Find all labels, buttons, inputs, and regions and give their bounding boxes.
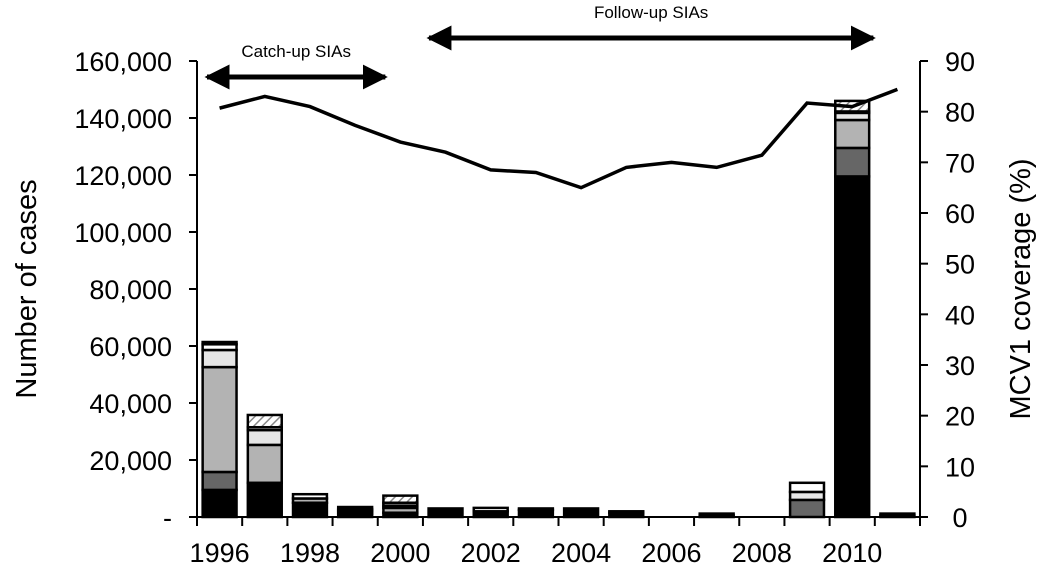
y-right-tick-label: 70 [945, 148, 975, 178]
y-right-tick-label: 80 [945, 98, 975, 128]
bar-segment [698, 512, 735, 517]
axes: 1996 1998 2000 2002 2004 2006 2008 2010-20,0004… [74, 47, 975, 568]
bar-segment [834, 146, 871, 178]
y-right-tick-label: 90 [945, 47, 975, 77]
x-tick-label: 2004 [551, 538, 611, 568]
y-right-tick-label: 40 [945, 300, 975, 330]
y-tick-label: 80,000 [89, 275, 172, 305]
bar-segment [382, 494, 419, 504]
annotation-label: Catch-up SIAs [241, 42, 351, 61]
y-tick-label: 60,000 [89, 332, 172, 362]
y-axis-right-label: MCV1 coverage (%) [1005, 158, 1037, 419]
mcv1-coverage-line [219, 87, 899, 190]
bar-segment [246, 428, 283, 447]
bar-segment [246, 413, 283, 429]
bars [201, 99, 916, 519]
y-right-tick-label: 30 [945, 351, 975, 381]
bar-segment [246, 443, 283, 485]
bar-segment [201, 470, 238, 492]
x-tick-label: 1998 [280, 538, 340, 568]
bar-segment [834, 175, 871, 519]
bar-segment [201, 488, 238, 519]
bar-segment [834, 118, 871, 150]
bar-segment [291, 492, 329, 500]
bar-segment [788, 481, 826, 494]
bar-segment [879, 512, 916, 517]
bar-segment [291, 501, 329, 519]
y-right-tick-label: 20 [945, 402, 975, 432]
y-tick-label: 160,000 [74, 47, 172, 77]
x-tick-label: 1996 [190, 538, 250, 568]
y-tick-label: 40,000 [89, 389, 172, 419]
y-tick-label: 120,000 [74, 161, 172, 191]
y-tick-label: - [163, 503, 172, 533]
x-tick-label: 2000 [370, 538, 430, 568]
bar-segment [336, 505, 374, 511]
bar-segment [427, 507, 464, 519]
y-axis-label: Number of cases [11, 179, 43, 398]
x-tick-label: 2006 [641, 538, 701, 568]
y-tick-label: 140,000 [74, 104, 172, 134]
bar-segment [201, 365, 238, 474]
y-right-tick-label: 10 [945, 452, 975, 482]
x-tick-label: 2008 [732, 538, 792, 568]
annotation-label: Follow-up SIAs [594, 3, 708, 22]
y-right-tick-label: 0 [952, 503, 967, 533]
y-right-tick-label: 60 [945, 199, 975, 229]
bar-segment [201, 340, 238, 346]
bar-segment [517, 507, 555, 512]
bar-segment [472, 506, 509, 513]
bar-segment [246, 481, 283, 519]
bar-segment [562, 507, 600, 519]
y-right-tick-label: 50 [945, 250, 975, 280]
y-tick-label: 100,000 [74, 218, 172, 248]
y-tick-label: 20,000 [89, 446, 172, 476]
bar-segment [608, 510, 645, 514]
bar-segment [788, 498, 826, 519]
annotations: Catch-up SIAs Follow-up SIAs [204, 3, 876, 90]
x-tick-label: 2002 [461, 538, 521, 568]
x-tick-label: 2010 [822, 538, 882, 568]
bar-segment [201, 348, 238, 369]
